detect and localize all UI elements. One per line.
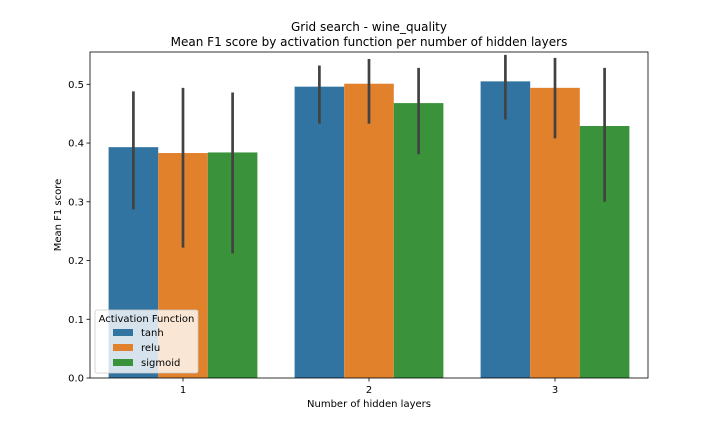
legend-title: Activation Function	[99, 314, 195, 325]
bar-relu-2	[344, 83, 394, 378]
y-axis-label: Mean F1 score	[53, 179, 64, 252]
legend-box	[94, 309, 199, 374]
legend-label-relu: relu	[141, 343, 160, 354]
bar-tanh-3	[480, 81, 531, 378]
y-tick-label: 0.3	[68, 197, 84, 208]
legend-swatch-tanh	[113, 329, 133, 336]
bar-tanh-2	[294, 86, 345, 378]
legend-label-tanh: tanh	[141, 328, 164, 339]
x-axis-label: Number of hidden layers	[307, 399, 431, 410]
legend: Activation Function tanh relu sigmoid	[94, 309, 199, 374]
y-tick-label: 0.1	[68, 315, 84, 326]
y-tick-label: 0.2	[68, 256, 84, 267]
chart-subtitle: Mean F1 score by activation function per…	[171, 35, 568, 49]
x-tick-label: 1	[180, 385, 186, 396]
x-tick-label: 3	[552, 385, 558, 396]
legend-swatch-sigmoid	[113, 359, 133, 366]
x-tick-label: 2	[366, 385, 372, 396]
legend-swatch-relu	[113, 344, 133, 351]
y-tick-label: 0.5	[68, 80, 84, 91]
chart-title: Grid search - wine_quality	[291, 20, 447, 34]
y-tick-label: 0.0	[68, 374, 84, 385]
legend-label-sigmoid: sigmoid	[141, 358, 180, 369]
y-tick-label: 0.4	[68, 139, 84, 150]
